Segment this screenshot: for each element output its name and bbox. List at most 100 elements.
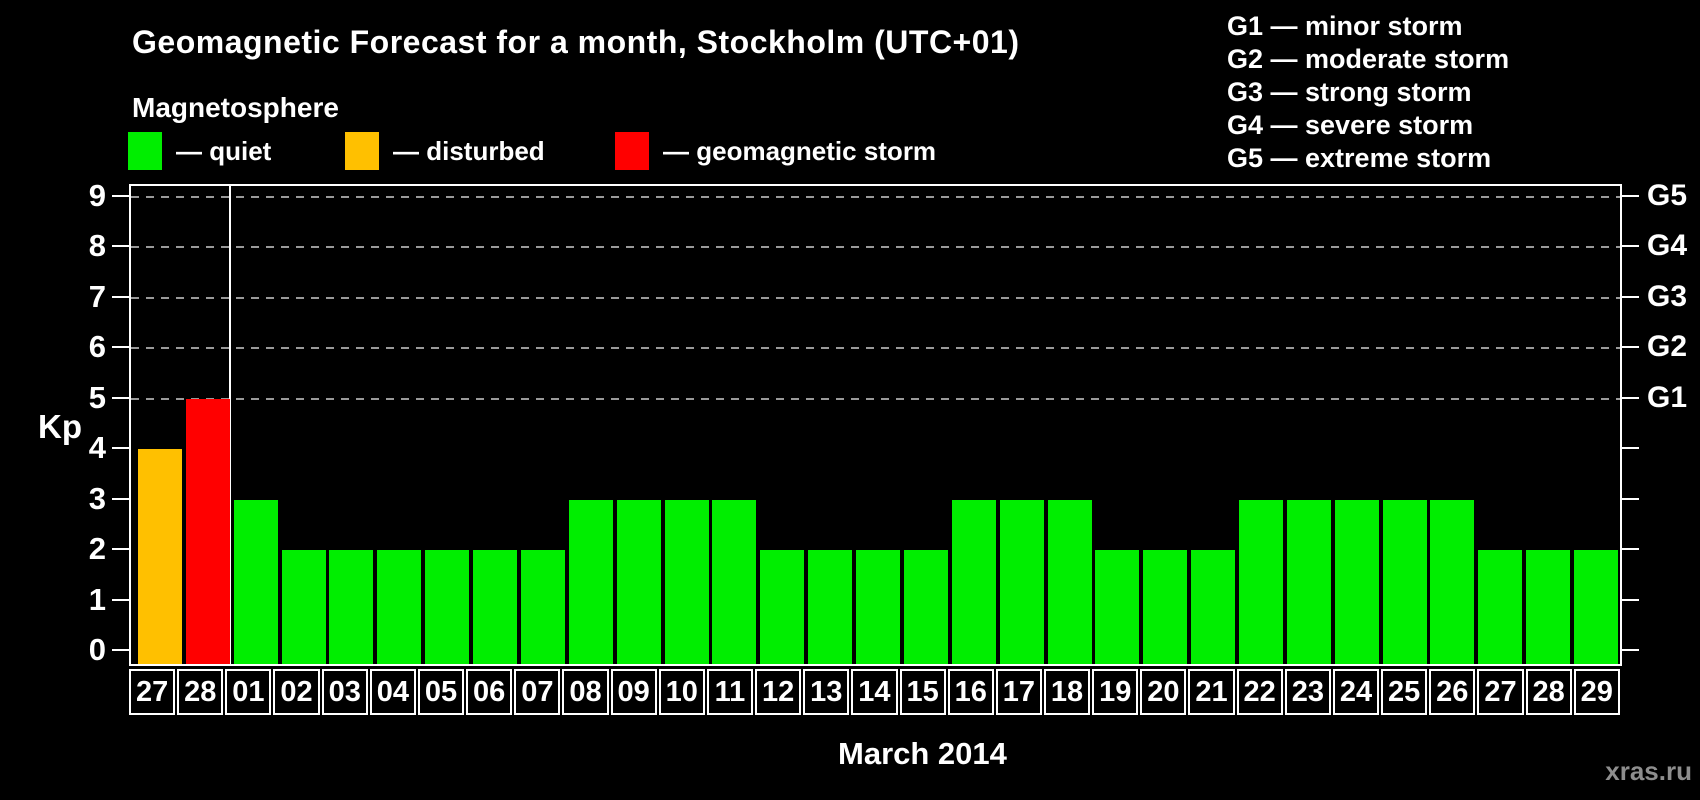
right-tick-2 bbox=[1622, 548, 1639, 550]
kp-bar-day-21 bbox=[1191, 550, 1236, 664]
y-tick-label-8: 8 bbox=[88, 228, 106, 263]
left-tick-3 bbox=[112, 497, 129, 500]
day-cell-21: 21 bbox=[1188, 669, 1235, 715]
day-cell-02: 02 bbox=[273, 669, 320, 715]
kp-bar-day-01 bbox=[233, 499, 278, 664]
right-tick-0 bbox=[1622, 649, 1639, 651]
legend-item-label: — geomagnetic storm bbox=[663, 135, 937, 166]
right-tick-1 bbox=[1622, 598, 1639, 601]
day-cell-05: 05 bbox=[417, 669, 465, 715]
kp-bar-day-19 bbox=[1095, 550, 1140, 664]
gridline-kp-7 bbox=[131, 296, 1620, 299]
kp-bar-day-28 bbox=[185, 398, 230, 664]
gridline-kp-8 bbox=[131, 246, 1620, 248]
right-tick-4 bbox=[1622, 447, 1639, 449]
left-tick-5 bbox=[112, 396, 129, 399]
y-tick-label-9: 9 bbox=[88, 177, 106, 213]
x-axis-day-labels: 27 28 01 02 03 04 05 06 07 08 09 10 11 12 13 14 15 16 17 18… bbox=[129, 669, 1620, 715]
y-tick-label-3: 3 bbox=[88, 480, 106, 516]
gridline-kp-9 bbox=[131, 195, 1620, 198]
day-cell-14: 14 bbox=[851, 669, 898, 715]
legend-item-quiet: — quiet bbox=[128, 130, 271, 172]
day-cell-28: 28 bbox=[177, 669, 224, 715]
g-legend-line: G3 — strong storm bbox=[1227, 77, 1472, 107]
g-axis-label-G4: G4 bbox=[1647, 229, 1688, 262]
gridline-kp-5 bbox=[131, 397, 1620, 400]
right-tick-5 bbox=[1622, 396, 1639, 399]
right-tick-8 bbox=[1622, 245, 1639, 247]
day-cell-06: 06 bbox=[466, 669, 513, 715]
kp-bar-day-05 bbox=[425, 550, 470, 664]
y-tick-label-0: 0 bbox=[88, 632, 106, 667]
day-cell-27: 27 bbox=[1477, 669, 1524, 715]
day-cell-19: 19 bbox=[1092, 669, 1139, 715]
kp-bar-day-27 bbox=[138, 449, 182, 664]
kp-bar-day-24 bbox=[1334, 499, 1379, 664]
y-tick-label-1: 1 bbox=[88, 581, 106, 617]
kp-bar-day-18 bbox=[1047, 499, 1092, 664]
y-tick-label-6: 6 bbox=[88, 329, 106, 364]
magnetosphere-label: Magnetosphere bbox=[132, 92, 339, 123]
day-cell-24: 24 bbox=[1332, 669, 1380, 715]
day-cell-07: 07 bbox=[514, 669, 561, 715]
day-cell-08: 08 bbox=[562, 669, 609, 715]
kp-bar-day-28 bbox=[1526, 550, 1571, 664]
day-cell-16: 16 bbox=[947, 669, 994, 715]
disturbed-swatch-icon bbox=[345, 132, 379, 170]
day-cell-09: 09 bbox=[610, 669, 657, 715]
y-tick-label-7: 7 bbox=[88, 278, 106, 314]
g-scale-legend: G1 — minor storm G2 — moderate storm G3 — … bbox=[1227, 10, 1509, 175]
left-tick-6 bbox=[112, 346, 129, 348]
kp-bar-day-14 bbox=[856, 550, 901, 664]
right-tick-6 bbox=[1622, 346, 1639, 348]
legend-item-disturbed: — disturbed bbox=[345, 130, 545, 172]
day-cell-25: 25 bbox=[1381, 669, 1428, 715]
kp-bar-day-20 bbox=[1143, 550, 1188, 664]
day-cell-13: 13 bbox=[803, 669, 850, 715]
kp-bar-day-27 bbox=[1478, 550, 1523, 664]
g-legend-line: G5 — extreme storm bbox=[1227, 143, 1492, 173]
kp-bar-day-06 bbox=[473, 550, 518, 664]
kp-bar-day-26 bbox=[1430, 499, 1475, 664]
day-cell-18: 18 bbox=[1043, 669, 1091, 715]
day-cell-01: 01 bbox=[225, 669, 272, 715]
y-tick-label-5: 5 bbox=[88, 379, 106, 415]
g-axis-label-G5: G5 bbox=[1647, 178, 1688, 212]
kp-bar-day-07 bbox=[520, 550, 565, 664]
kp-bar-day-04 bbox=[377, 550, 422, 664]
kp-bar-day-11 bbox=[712, 499, 757, 664]
watermark: xras.ru bbox=[1605, 756, 1692, 786]
storm-swatch-icon bbox=[615, 132, 649, 170]
g-legend-line: G2 — moderate storm bbox=[1227, 44, 1510, 74]
g-axis-label-G1: G1 bbox=[1647, 380, 1688, 414]
kp-bar-day-10 bbox=[664, 499, 709, 664]
legend-item-label: — quiet bbox=[176, 135, 272, 166]
left-tick-2 bbox=[112, 548, 129, 550]
day-cell-28: 28 bbox=[1525, 669, 1572, 715]
right-tick-3 bbox=[1622, 497, 1639, 500]
kp-bar-day-13 bbox=[808, 550, 853, 664]
g-axis-label-G2: G2 bbox=[1647, 330, 1688, 363]
kp-bar-day-15 bbox=[903, 550, 948, 664]
y-tick-label-2: 2 bbox=[88, 531, 106, 566]
day-cell-11: 11 bbox=[706, 669, 754, 715]
left-tick-9 bbox=[112, 194, 129, 197]
y-tick-label-4: 4 bbox=[88, 430, 106, 465]
kp-bar-day-17 bbox=[999, 499, 1044, 664]
legend-item-label: — disturbed bbox=[393, 135, 545, 166]
day-cell-22: 22 bbox=[1236, 669, 1283, 715]
kp-bar-day-22 bbox=[1239, 499, 1283, 664]
x-axis-title: March 2014 bbox=[838, 736, 1007, 771]
legend-item-storm: — geomagnetic storm bbox=[615, 130, 936, 172]
kp-bar-day-09 bbox=[616, 499, 661, 664]
y-axis-title: Kp bbox=[38, 408, 82, 445]
g-legend-line: G1 — minor storm bbox=[1227, 11, 1463, 41]
day-cell-27: 27 bbox=[129, 669, 176, 715]
kp-bar-day-23 bbox=[1286, 499, 1331, 664]
day-cell-17: 17 bbox=[995, 669, 1042, 715]
kp-bar-day-03 bbox=[329, 550, 374, 664]
day-cell-15: 15 bbox=[899, 669, 946, 715]
right-tick-7 bbox=[1622, 295, 1639, 298]
day-cell-03: 03 bbox=[321, 669, 368, 715]
